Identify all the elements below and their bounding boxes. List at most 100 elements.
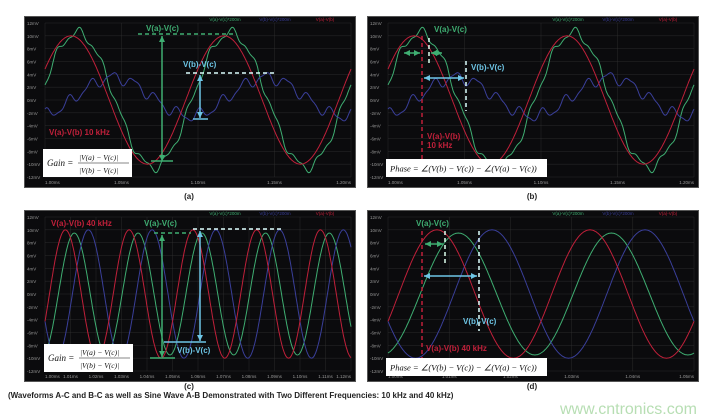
- x-tick-label: 1.08ms: [242, 374, 258, 379]
- x-tick-label: 1.10ms: [191, 180, 207, 185]
- annotation-label: V(b)-V(c): [463, 317, 497, 326]
- y-tick-label: 10mV: [27, 34, 39, 39]
- y-tick-label: 4mV: [27, 72, 36, 77]
- panel-a: 12mV 10mV 8mV 6mV 4mV 2mV 0mV -2mV -4mV -6mV -8mV -…: [24, 16, 356, 188]
- x-tick-label: 1.02ms: [503, 374, 519, 379]
- y-tick-label: -12mV: [370, 175, 383, 180]
- annotation-label: V(a)-V(c): [144, 219, 177, 228]
- y-tick-label: -2mV: [27, 111, 38, 116]
- y-tick-label: -2mV: [370, 305, 381, 310]
- y-tick-label: 10mV: [27, 228, 39, 233]
- x-tick-label: 1.05ms: [679, 374, 695, 379]
- y-tick-label: -6mV: [27, 331, 38, 336]
- caption-c: (c): [184, 382, 194, 391]
- gain-formula-denominator: |V(b) − V(c)|: [79, 166, 118, 175]
- y-tick-label: 12mV: [370, 21, 382, 26]
- x-tick-label: 1.15ms: [610, 180, 626, 185]
- y-tick-label: -4mV: [27, 318, 38, 323]
- y-tick-label: 0mV: [27, 98, 36, 103]
- y-tick-label: 8mV: [27, 241, 36, 246]
- y-tick-label: 10mV: [370, 34, 382, 39]
- x-tick-label: 1.01ms: [442, 374, 458, 379]
- x-tick-label: 1.20ms: [336, 180, 352, 185]
- plot-c: 12mV 10mV 8mV 6mV 4mV 2mV 0mV -2mV -4mV -6mV -8mV -…: [27, 211, 352, 379]
- annotation-label: V(b)-V(c): [177, 346, 211, 355]
- legend-entry: V(a)-V(c)*200m: [552, 211, 584, 216]
- x-tick-label: 1.20ms: [679, 180, 695, 185]
- x-tick-label: 1.06ms: [191, 374, 207, 379]
- y-tick-label: 8mV: [370, 241, 379, 246]
- phase-formula: Phase = ∠(V(b) − V(c)) − ∠(V(a) − V(c)): [389, 363, 537, 373]
- y-tick-label: -4mV: [370, 318, 381, 323]
- y-tick-label: -12mV: [370, 369, 383, 374]
- arrowhead: [197, 112, 203, 118]
- y-tick-label: 6mV: [370, 60, 379, 65]
- panel-d: 12mV 10mV 8mV 6mV 4mV 2mV 0mV -2mV -4mV -6mV -8mV -…: [367, 210, 699, 382]
- legend-entry: V(b)-V(c)*200m: [259, 211, 291, 216]
- y-tick-label: 0mV: [27, 292, 36, 297]
- legend-entry: V(a)-V(c)*200m: [552, 17, 584, 22]
- y-tick-label: -10mV: [27, 162, 40, 167]
- x-tick-label: 1.03ms: [114, 374, 130, 379]
- series-line-red: [44, 35, 352, 165]
- y-tick-label: -4mV: [370, 124, 381, 129]
- y-tick-label: -8mV: [27, 149, 38, 154]
- y-tick-label: -8mV: [27, 343, 38, 348]
- series-line-blue: [387, 72, 695, 122]
- legend-entry: V(a)-V(b): [316, 17, 335, 22]
- annotation-label: V(a)-V(c): [434, 25, 467, 34]
- y-tick-label: 4mV: [370, 266, 379, 271]
- x-tick-label: 1.04ms: [625, 374, 641, 379]
- y-tick-label: 4mV: [370, 72, 379, 77]
- y-tick-label: -10mV: [370, 356, 383, 361]
- annotation-label: V(b)-V(c): [183, 60, 217, 69]
- arrowhead: [159, 155, 165, 161]
- series-line-green: [387, 232, 695, 356]
- y-tick-label: 12mV: [370, 215, 382, 220]
- x-tick-label: 1.04ms: [140, 374, 156, 379]
- y-tick-label: 12mV: [27, 215, 39, 220]
- plot-b: 12mV 10mV 8mV 6mV 4mV 2mV 0mV -2mV -4mV -6mV -8mV -…: [370, 17, 695, 185]
- caption-a: (a): [184, 192, 194, 201]
- y-tick-label: -12mV: [27, 175, 40, 180]
- y-tick-label: -12mV: [27, 369, 40, 374]
- x-tick-label: 1.11ms: [318, 374, 333, 379]
- x-tick-label: 1.03ms: [564, 374, 580, 379]
- x-tick-label: 1.00ms: [45, 180, 61, 185]
- legend-entry: V(a)-V(b): [316, 211, 335, 216]
- series-line-green: [44, 26, 352, 174]
- y-tick-label: -6mV: [370, 331, 381, 336]
- gain-formula-lhs: Gain =: [48, 353, 74, 363]
- x-tick-label: 1.00ms: [388, 180, 404, 185]
- y-tick-label: 2mV: [27, 85, 36, 90]
- arrowhead: [431, 50, 437, 56]
- y-tick-label: 2mV: [370, 279, 379, 284]
- legend-entry: V(b)-V(c)*200m: [602, 211, 634, 216]
- y-tick-label: -8mV: [370, 343, 381, 348]
- arrowhead: [424, 75, 430, 81]
- arrowhead: [404, 50, 410, 56]
- y-tick-label: 0mV: [370, 98, 379, 103]
- x-tick-label: 1.02ms: [89, 374, 105, 379]
- y-tick-label: 4mV: [27, 266, 36, 271]
- annotation-label: V(a)-V(b) 40 kHz: [51, 219, 112, 228]
- y-tick-label: -10mV: [370, 162, 383, 167]
- y-tick-label: -2mV: [27, 305, 38, 310]
- y-tick-label: 12mV: [27, 21, 39, 26]
- x-tick-label: 1.00ms: [388, 374, 404, 379]
- gain-formula-numerator: |V(a) − V(c)|: [79, 153, 118, 162]
- x-tick-label: 1.12ms: [336, 374, 352, 379]
- legend-entry: V(b)-V(c)*200m: [259, 17, 291, 22]
- legend-entry: V(a)-V(b): [659, 17, 678, 22]
- annotation-label: V(a)-V(b): [427, 132, 461, 141]
- y-tick-label: -6mV: [27, 137, 38, 142]
- series-line-red: [387, 35, 695, 165]
- annotation-label: V(b)-V(c): [471, 63, 505, 72]
- arrowhead: [197, 231, 203, 237]
- arrowhead: [458, 75, 464, 81]
- phase-formula-box: [386, 358, 547, 376]
- y-tick-label: 6mV: [27, 60, 36, 65]
- arrowhead: [197, 75, 203, 81]
- legend-entry: V(a)-V(b): [659, 211, 678, 216]
- legend-entry: V(a)-V(c)*200m: [209, 17, 241, 22]
